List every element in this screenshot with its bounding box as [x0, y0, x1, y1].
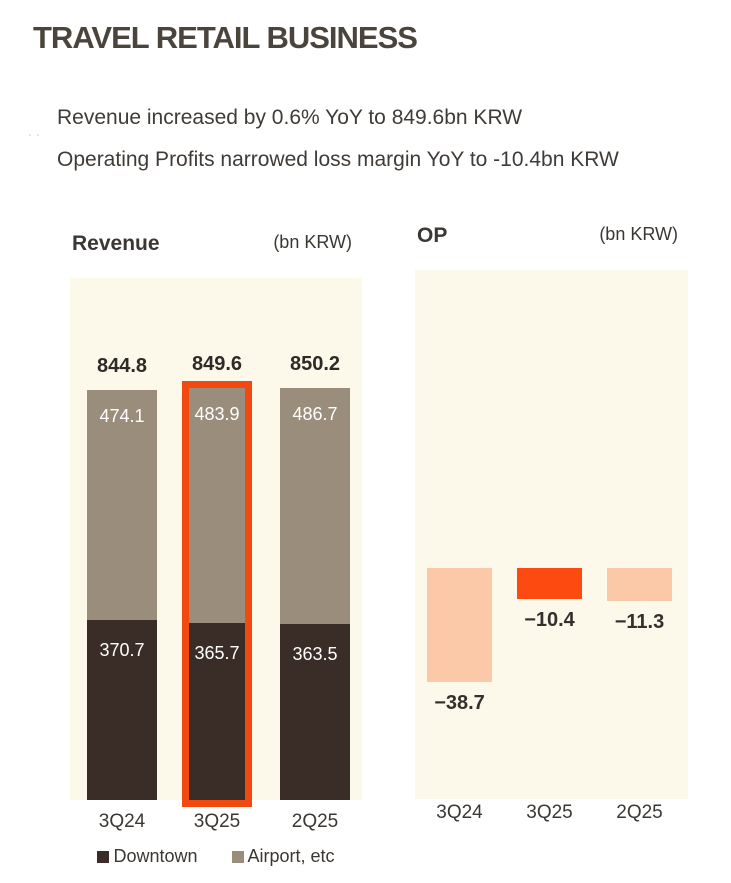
legend-item: Airport, etc — [231, 846, 335, 867]
revenue-bar-highlighted: 849.6 483.9 365.7 — [182, 353, 252, 807]
op-bar-value: −10.4 — [524, 609, 575, 631]
segment-airport: 474.1 — [87, 390, 157, 620]
op-chart-title: OP — [417, 224, 448, 247]
legend-swatch-icon — [231, 850, 244, 863]
op-chart-header: OP (bn KRW) — [415, 222, 688, 270]
revenue-plot: 844.8 474.1 370.7 849.6 483.9 365.7 850.2 486.7… — [70, 278, 362, 807]
segment-airport-value: 474.1 — [99, 406, 145, 426]
revenue-bar: 850.2 486.7 363.5 — [280, 353, 350, 800]
legend-label: Downtown — [113, 846, 198, 866]
segment-downtown-value: 363.5 — [292, 644, 338, 664]
op-chart-unit: (bn KRW) — [599, 224, 678, 244]
summary-block: Revenue increased by 0.6% YoY to 849.6bn… — [57, 106, 619, 190]
legend-item: Downtown — [97, 846, 198, 867]
summary-line-revenue: Revenue increased by 0.6% YoY to 849.6bn… — [57, 106, 523, 129]
op-x-tick: 3Q25 — [526, 802, 573, 823]
op-bar-value: −11.3 — [614, 611, 665, 633]
segment-downtown: 363.5 — [280, 624, 350, 800]
bullet-marker — [29, 129, 41, 137]
op-x-axis: 3Q24 3Q25 2Q25 — [415, 799, 688, 833]
revenue-chart: Revenue (bn KRW) 844.8 474.1 370.7 849.6 483… — [70, 230, 362, 867]
segment-downtown-value: 370.7 — [99, 640, 145, 660]
legend-swatch-icon — [97, 850, 110, 863]
op-bar — [607, 568, 672, 601]
op-plot: −38.7 −10.4 −11.3 — [415, 270, 688, 799]
revenue-x-tick: 3Q24 — [98, 811, 146, 832]
op-bar-value: −38.7 — [434, 692, 485, 714]
page-title: TRAVEL RETAIL BUSINESS — [33, 20, 418, 55]
revenue-bar-total: 844.8 — [96, 355, 148, 377]
segment-downtown: 370.7 — [87, 620, 157, 800]
segment-airport-value: 486.7 — [292, 404, 338, 424]
revenue-x-tick: 2Q25 — [291, 811, 339, 832]
revenue-chart-unit: (bn KRW) — [273, 232, 352, 252]
op-bar — [427, 568, 492, 682]
segment-airport: 486.7 — [280, 388, 350, 624]
segment-airport-value: 483.9 — [194, 404, 240, 424]
revenue-legend: Downtown Airport, etc — [70, 846, 362, 867]
segment-downtown: 365.7 — [189, 623, 245, 800]
segment-downtown-value: 365.7 — [194, 643, 240, 663]
revenue-chart-header: Revenue (bn KRW) — [70, 230, 362, 278]
legend-label: Airport, etc — [247, 846, 335, 866]
op-x-tick: 3Q24 — [436, 802, 483, 823]
revenue-bar: 844.8 474.1 370.7 — [87, 355, 157, 800]
op-x-tick: 2Q25 — [616, 802, 663, 823]
revenue-chart-title: Revenue — [72, 232, 160, 255]
revenue-bar-total: 850.2 — [289, 353, 341, 375]
segment-airport: 483.9 — [189, 388, 245, 623]
op-bar-highlighted — [517, 568, 582, 599]
summary-line-op: Operating Profits narrowed loss margin Y… — [57, 148, 619, 171]
revenue-x-tick: 3Q25 — [193, 811, 241, 832]
revenue-bar-total: 849.6 — [191, 353, 243, 375]
op-chart: OP (bn KRW) −38.7 −10.4 −11.3 3Q24 3Q25 2Q25 — [415, 222, 688, 833]
revenue-x-axis: 3Q24 3Q25 2Q25 — [70, 800, 362, 834]
